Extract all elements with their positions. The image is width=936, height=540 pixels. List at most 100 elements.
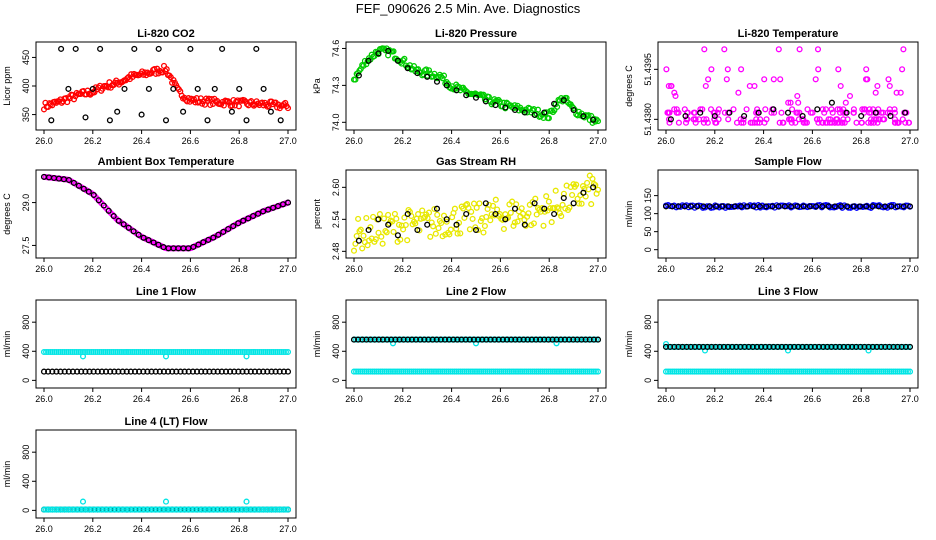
y-axis-label: ml/min xyxy=(2,331,12,358)
data-point xyxy=(572,368,579,375)
data-point xyxy=(429,336,436,343)
data-point xyxy=(250,506,257,513)
data-point xyxy=(476,368,483,375)
data-point xyxy=(875,203,882,210)
data-point xyxy=(850,203,857,210)
data-point xyxy=(540,222,547,229)
data-point xyxy=(844,116,851,123)
data-point xyxy=(219,45,226,52)
data-point xyxy=(433,205,441,212)
data-point xyxy=(682,119,690,126)
data-point xyxy=(872,368,879,375)
data-point xyxy=(580,189,587,196)
data-point xyxy=(541,368,548,375)
data-point xyxy=(480,229,487,236)
data-point xyxy=(402,368,409,375)
data-point xyxy=(454,336,461,343)
data-point xyxy=(837,368,844,375)
data-point xyxy=(890,343,897,350)
data-point xyxy=(145,85,152,92)
data-point xyxy=(100,202,107,209)
x-tick-label: 26.2 xyxy=(84,394,102,404)
data-point xyxy=(900,46,907,53)
data-point xyxy=(814,46,822,53)
data-point xyxy=(582,368,589,375)
data-point xyxy=(744,368,752,375)
plot-frame xyxy=(35,169,297,259)
data-point xyxy=(861,343,868,350)
data-point xyxy=(667,368,674,375)
data-point xyxy=(431,205,438,213)
data-point xyxy=(353,336,360,343)
data-point xyxy=(51,506,58,513)
data-point xyxy=(357,226,364,233)
data-point xyxy=(792,368,799,375)
y-tick-label: 400 xyxy=(21,344,31,359)
data-point xyxy=(363,368,370,375)
data-point xyxy=(79,506,87,513)
data-point xyxy=(545,336,552,343)
data-point xyxy=(506,368,513,375)
y-tick-label: 0 xyxy=(643,247,653,252)
data-point xyxy=(243,353,250,360)
data-point xyxy=(733,343,740,350)
data-point xyxy=(511,205,519,212)
data-point xyxy=(433,78,441,85)
data-point xyxy=(447,226,454,233)
data-point xyxy=(490,368,497,375)
data-point xyxy=(799,343,806,350)
data-point xyxy=(239,506,246,513)
x-tick-label: 26.2 xyxy=(706,264,724,274)
data-point xyxy=(387,368,394,375)
data-point xyxy=(401,214,408,221)
data-point xyxy=(200,506,207,513)
plot-points xyxy=(350,336,602,375)
data-point xyxy=(693,368,700,375)
x-tick-label: 26.4 xyxy=(133,524,151,534)
data-point xyxy=(894,343,901,350)
data-point xyxy=(671,89,678,96)
data-point xyxy=(116,506,123,513)
data-point xyxy=(514,368,522,375)
data-point xyxy=(700,119,707,126)
data-point xyxy=(143,506,150,513)
data-point xyxy=(459,368,466,375)
data-point xyxy=(465,368,472,375)
data-point xyxy=(172,348,179,356)
data-point xyxy=(268,368,275,375)
data-point xyxy=(755,368,762,375)
data-point xyxy=(224,98,232,105)
data-point xyxy=(280,348,287,356)
data-point xyxy=(730,106,737,113)
data-point xyxy=(726,109,733,116)
data-point xyxy=(751,368,758,375)
plot-frame xyxy=(657,41,919,131)
data-point xyxy=(775,46,782,53)
data-point xyxy=(878,109,885,116)
data-point xyxy=(130,228,137,235)
data-point xyxy=(241,506,248,513)
data-point xyxy=(815,66,822,73)
data-point xyxy=(223,506,230,513)
x-tick-label: 26.4 xyxy=(755,136,773,146)
chart-sample: Sample Flow 26.0 26.2 26.4 26.6 26.8 27.0 0 50 10… xyxy=(624,156,919,274)
plot-points xyxy=(663,46,913,126)
data-point xyxy=(570,200,577,207)
data-point xyxy=(383,368,390,375)
data-point xyxy=(584,368,591,375)
data-point xyxy=(394,57,401,64)
data-point xyxy=(250,348,257,356)
data-point xyxy=(394,232,401,239)
data-point xyxy=(891,116,898,123)
data-point xyxy=(262,348,269,356)
data-point xyxy=(712,368,719,375)
data-point xyxy=(73,348,80,356)
data-point xyxy=(357,368,364,375)
data-point xyxy=(258,348,265,356)
data-point xyxy=(204,506,212,513)
data-point xyxy=(423,66,430,73)
data-point xyxy=(588,201,595,208)
data-point xyxy=(775,368,782,375)
data-point xyxy=(716,343,723,350)
data-point xyxy=(695,368,702,375)
